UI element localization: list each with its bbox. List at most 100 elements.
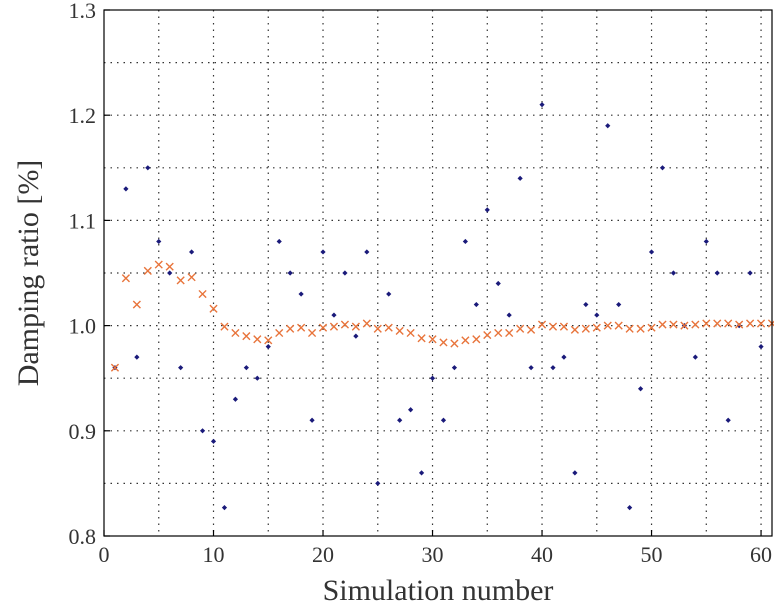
dot-marker-point xyxy=(309,417,315,423)
x-marker-point xyxy=(384,323,393,332)
x-marker-point xyxy=(187,273,196,282)
dot-marker-point xyxy=(572,470,578,476)
y-tick-label: 1.2 xyxy=(69,103,97,128)
dot-marker-point xyxy=(725,417,731,423)
x-marker-point xyxy=(264,336,273,345)
dot-marker-point xyxy=(550,365,556,371)
dot-marker-point xyxy=(320,249,326,255)
x-marker-point xyxy=(395,326,404,335)
dot-marker-point xyxy=(594,312,600,318)
dot-marker-point xyxy=(243,365,249,371)
dot-marker-point xyxy=(134,354,140,360)
x-marker-point xyxy=(340,320,350,329)
dot-marker-point xyxy=(692,354,698,360)
x-marker-point xyxy=(220,322,229,331)
x-marker-point xyxy=(307,328,317,338)
x-marker-point xyxy=(680,321,689,330)
x-marker-point xyxy=(176,276,185,285)
dot-marker-point xyxy=(637,386,644,392)
x-marker-point xyxy=(450,339,459,348)
dot-marker-point xyxy=(221,504,228,511)
x-marker-point xyxy=(286,324,295,333)
dot-marker-point xyxy=(199,428,206,434)
x-marker-point xyxy=(154,260,163,269)
dot-marker-point xyxy=(331,312,337,318)
x-marker-point xyxy=(242,332,251,341)
series-2 xyxy=(110,260,774,372)
plot-frame xyxy=(103,9,773,537)
dot-marker-point xyxy=(473,301,479,308)
dot-marker-point xyxy=(659,165,666,171)
dot-marker-point xyxy=(495,280,501,287)
x-marker-point xyxy=(209,304,218,313)
x-marker-point xyxy=(713,319,722,328)
x-marker-point xyxy=(658,320,667,329)
x-marker-point xyxy=(297,323,306,332)
x-marker-point xyxy=(351,322,360,331)
dot-marker-point xyxy=(561,354,567,360)
dot-marker-point xyxy=(342,270,348,276)
x-tick-label: 20 xyxy=(312,542,334,567)
x-marker-point xyxy=(110,363,120,372)
dot-marker-point xyxy=(736,323,742,329)
dot-marker-point xyxy=(353,333,359,339)
x-marker-point xyxy=(746,319,755,328)
x-tick-label: 50 xyxy=(641,542,663,567)
x-marker-point xyxy=(636,324,645,333)
x-marker-point xyxy=(647,323,656,332)
x-marker-point xyxy=(483,330,492,340)
x-marker-point xyxy=(143,266,152,275)
x-axis-title: Simulation number xyxy=(323,574,554,607)
dot-marker-point xyxy=(123,186,129,192)
x-marker-point xyxy=(472,335,481,344)
x-marker-point xyxy=(505,328,514,338)
x-marker-point xyxy=(132,300,141,309)
x-marker-point xyxy=(428,335,437,344)
dot-marker-point xyxy=(747,270,753,276)
dot-marker-point xyxy=(703,238,709,245)
dot-marker-point xyxy=(232,396,239,402)
x-marker-point xyxy=(318,323,328,332)
x-marker-point xyxy=(625,324,634,333)
x-marker-point xyxy=(581,324,590,333)
x-marker-point xyxy=(516,324,525,333)
x-marker-point xyxy=(669,320,678,329)
dot-marker-point xyxy=(167,270,173,276)
series-1 xyxy=(112,102,764,511)
dot-marker-point xyxy=(627,504,633,511)
x-marker-point xyxy=(275,328,284,338)
data-marks xyxy=(110,102,774,511)
dot-marker-point xyxy=(758,344,764,350)
x-marker-point xyxy=(253,335,262,344)
x-marker-point xyxy=(494,328,503,338)
x-marker-point xyxy=(439,338,448,347)
y-axis-title: Damping ratio [%] xyxy=(12,160,45,387)
dot-marker-point xyxy=(386,291,392,297)
x-marker-point xyxy=(724,319,733,328)
dot-marker-point xyxy=(583,301,589,308)
y-tick-label: 0.8 xyxy=(69,524,97,549)
x-marker-point xyxy=(570,325,579,334)
x-marker-point xyxy=(231,328,240,338)
x-marker-point xyxy=(373,324,382,333)
y-tick-label: 1.0 xyxy=(69,314,97,339)
dot-marker-point xyxy=(539,102,545,108)
x-tick-label: 40 xyxy=(531,542,553,567)
dot-marker-point xyxy=(156,238,162,245)
tick-labels: 0 10 20 30 40 50 60 0.8 0.9 1.0 1.1 1.2 1.3 xyxy=(69,0,773,567)
dot-marker-point xyxy=(528,365,534,371)
dot-marker-point xyxy=(298,291,304,297)
x-marker-point xyxy=(526,325,536,334)
dot-marker-point xyxy=(484,207,490,213)
x-marker-point xyxy=(603,321,612,330)
x-tick-label: 60 xyxy=(750,542,772,567)
dot-marker-point xyxy=(616,301,622,308)
dot-marker-point xyxy=(418,470,425,476)
dot-marker-point xyxy=(145,165,151,171)
dot-marker-point xyxy=(364,249,370,255)
x-marker-point xyxy=(735,320,744,329)
x-marker-point xyxy=(198,289,207,299)
dot-marker-point xyxy=(440,417,447,423)
